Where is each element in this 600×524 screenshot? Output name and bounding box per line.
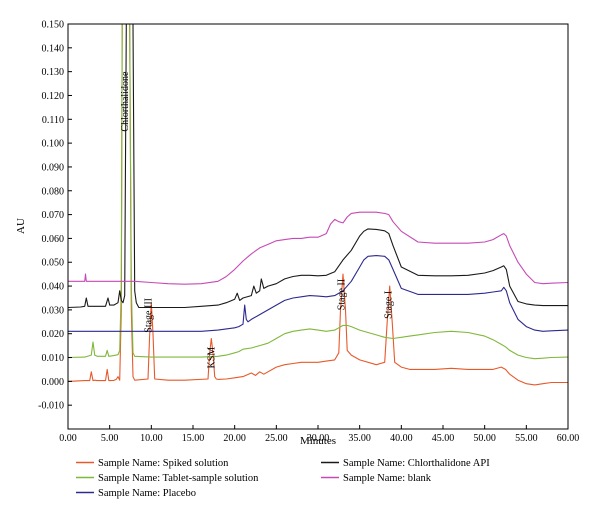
- x-tick-label: 0.00: [59, 433, 77, 444]
- y-tick-label: 0.120: [42, 91, 65, 102]
- y-tick-label: 0.010: [42, 353, 65, 364]
- x-tick-label: 45.00: [432, 433, 455, 444]
- y-tick-label: -0.010: [38, 401, 64, 412]
- x-tick-label: 15.00: [182, 433, 205, 444]
- legend-label: Sample Name: Spiked solution: [98, 458, 229, 469]
- legend-label: Sample Name: Tablet-sample solution: [98, 473, 259, 484]
- peak-annotation: Chlorthalidone: [120, 71, 131, 132]
- y-axis: -0.010 0.000 0.010 0.020 0.030 0.040 0.050 0.06…: [38, 20, 72, 412]
- y-tick-label: 0.050: [42, 258, 65, 269]
- x-axis: 0.00 5.00 10.00 15.00 20.00 25.00 30.00 35.00 40…: [59, 425, 579, 444]
- y-tick-label: 0.110: [42, 115, 64, 126]
- x-tick-label: 25.00: [265, 433, 288, 444]
- y-tick-label: 0.100: [42, 139, 65, 150]
- y-tick-label: 0.040: [42, 282, 65, 293]
- x-tick-label: 55.00: [515, 433, 538, 444]
- y-tick-label: 0.140: [42, 43, 65, 54]
- series-line-1: [68, 24, 568, 360]
- x-tick-label: 40.00: [390, 433, 413, 444]
- x-tick-label: 20.00: [223, 433, 246, 444]
- x-tick-label: 10.00: [140, 433, 163, 444]
- peak-annotation: KSM: [207, 347, 218, 369]
- series-line-3: [68, 24, 568, 309]
- y-tick-label: 0.020: [42, 329, 65, 340]
- peak-annotation: Stage I: [383, 291, 394, 319]
- y-tick-label: 0.080: [42, 186, 65, 197]
- y-tick-label: 0.000: [42, 377, 65, 388]
- series-line-2: [68, 255, 568, 332]
- legend-label: Sample Name: Placebo: [98, 488, 196, 499]
- y-axis-title: AU: [15, 218, 27, 234]
- series-line-0: [68, 24, 568, 386]
- plot-frame: [67, 23, 569, 430]
- legend: Sample Name: Spiked solution Sample Name:…: [76, 458, 490, 499]
- x-tick-label: 50.00: [473, 433, 496, 444]
- x-tick-label: 35.00: [348, 433, 371, 444]
- legend-label: Sample Name: Chlorthalidone API: [343, 458, 490, 469]
- series-layer: [68, 24, 568, 386]
- x-axis-title: Minutes: [300, 435, 336, 447]
- y-tick-label: 0.070: [42, 210, 65, 221]
- x-tick-label: 5.00: [101, 433, 119, 444]
- peak-annotation: Stage II: [337, 279, 348, 310]
- legend-label: Sample Name: blank: [343, 473, 432, 484]
- y-tick-label: 0.030: [42, 305, 65, 316]
- annotation-layer: Chlorthalidone Stage III KSM Stage II Stage …: [120, 71, 394, 368]
- y-tick-label: 0.150: [42, 20, 65, 31]
- y-tick-label: 0.090: [42, 162, 65, 173]
- y-tick-label: 0.130: [42, 67, 65, 78]
- series-line-4: [68, 211, 568, 285]
- x-tick-label: 30.00: [307, 433, 330, 444]
- x-tick-label: 60.00: [557, 433, 580, 444]
- peak-annotation: Stage III: [143, 298, 154, 333]
- y-tick-label: 0.060: [42, 234, 65, 245]
